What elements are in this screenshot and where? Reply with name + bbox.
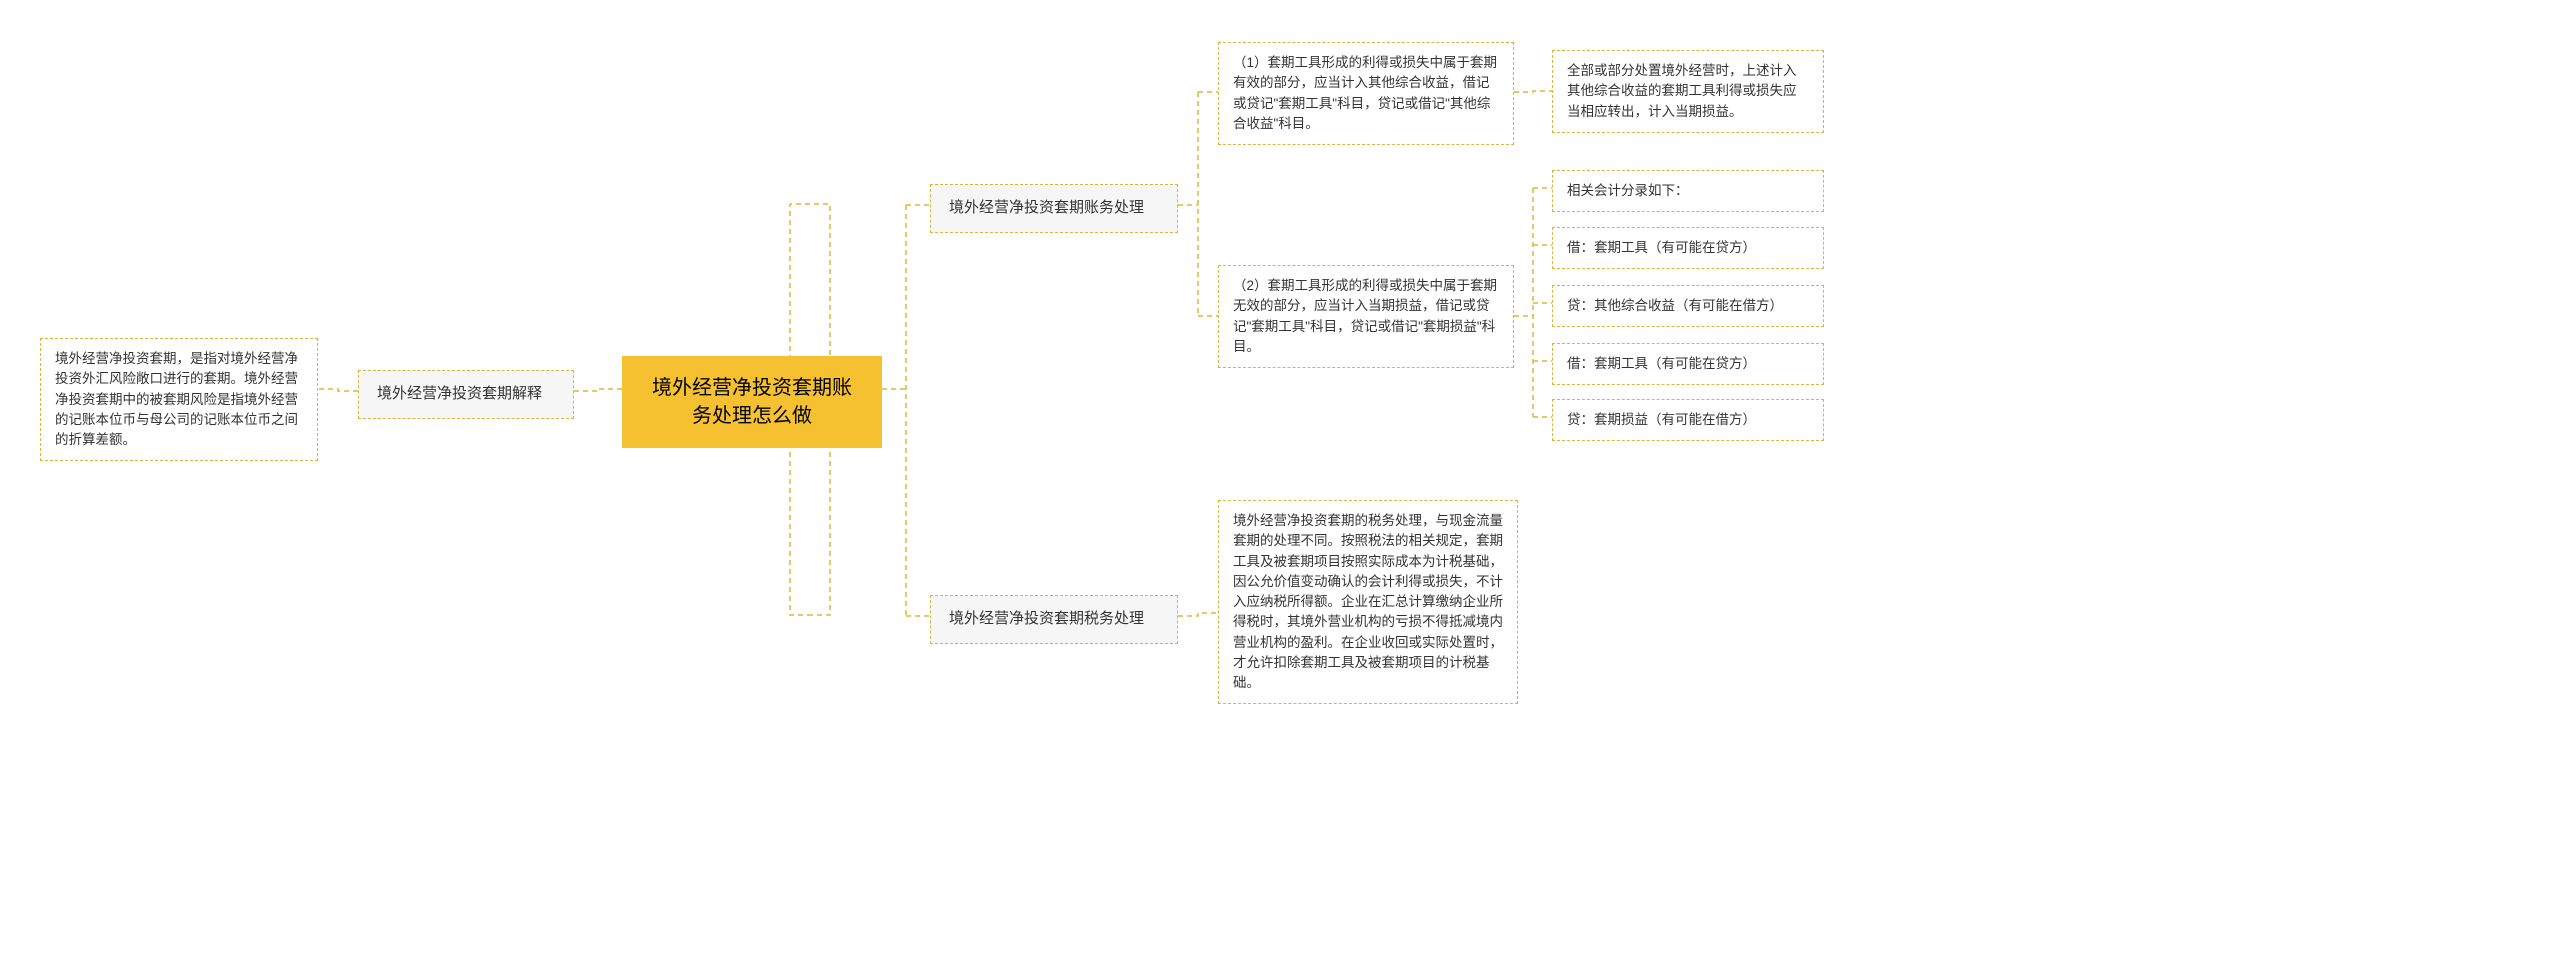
acct-item2-leaf-0: 相关会计分录如下： (1552, 170, 1824, 212)
connectors (0, 0, 2560, 971)
edges (0, 0, 2560, 971)
acct-item2-leaf-2-text: 贷：其他综合收益（有可能在借方） (1567, 298, 1783, 313)
acct-item2-text: （2）套期工具形成的利得或损失中属于套期无效的部分，应当计入当期损益，借记或贷记… (1233, 278, 1497, 354)
acct-item1-leaf-text: 全部或部分处置境外经营时，上述计入其他综合收益的套期工具利得或损失应当相应转出，… (1567, 63, 1797, 119)
root-node: 境外经营净投资套期账务处理怎么做 (622, 356, 882, 448)
acct-item2-leaf-1-text: 借：套期工具（有可能在贷方） (1567, 240, 1756, 255)
mindmap-edges (0, 0, 2560, 971)
acct-item2: （2）套期工具形成的利得或损失中属于套期无效的部分，应当计入当期损益，借记或贷记… (1218, 265, 1514, 368)
left-leaf: 境外经营净投资套期，是指对境外经营净投资外汇风险敞口进行的套期。境外经营净投资套… (40, 338, 318, 461)
left-sub: 境外经营净投资套期解释 (358, 370, 574, 419)
tax-leaf: 境外经营净投资套期的税务处理，与现金流量套期的处理不同。按照税法的相关规定，套期… (1218, 500, 1518, 704)
acct-sub-text: 境外经营净投资套期账务处理 (949, 199, 1144, 216)
acct-item1-leaf: 全部或部分处置境外经营时，上述计入其他综合收益的套期工具利得或损失应当相应转出，… (1552, 50, 1824, 133)
acct-item2-leaf-0-text: 相关会计分录如下： (1567, 183, 1689, 198)
root-text: 境外经营净投资套期账务处理怎么做 (652, 377, 852, 427)
acct-item2-leaf-4-text: 贷：套期损益（有可能在借方） (1567, 412, 1756, 427)
connector-layer (0, 0, 2560, 971)
left-sub-text: 境外经营净投资套期解释 (377, 385, 542, 402)
acct-sub: 境外经营净投资套期账务处理 (930, 184, 1178, 233)
acct-item2-leaf-4: 贷：套期损益（有可能在借方） (1552, 399, 1824, 441)
acct-item2-leaf-2: 贷：其他综合收益（有可能在借方） (1552, 285, 1824, 327)
left-leaf-text: 境外经营净投资套期，是指对境外经营净投资外汇风险敞口进行的套期。境外经营净投资套… (55, 351, 298, 447)
tax-sub-text: 境外经营净投资套期税务处理 (949, 610, 1144, 627)
acct-item2-leaf-3: 借：套期工具（有可能在贷方） (1552, 343, 1824, 385)
acct-item2-leaf-3-text: 借：套期工具（有可能在贷方） (1567, 356, 1756, 371)
acct-item1: （1）套期工具形成的利得或损失中属于套期有效的部分，应当计入其他综合收益，借记或… (1218, 42, 1514, 145)
acct-item2-leaf-1: 借：套期工具（有可能在贷方） (1552, 227, 1824, 269)
acct-item1-text: （1）套期工具形成的利得或损失中属于套期有效的部分，应当计入其他综合收益，借记或… (1233, 55, 1497, 131)
tax-leaf-text: 境外经营净投资套期的税务处理，与现金流量套期的处理不同。按照税法的相关规定，套期… (1233, 513, 1503, 690)
tax-sub: 境外经营净投资套期税务处理 (930, 595, 1178, 644)
